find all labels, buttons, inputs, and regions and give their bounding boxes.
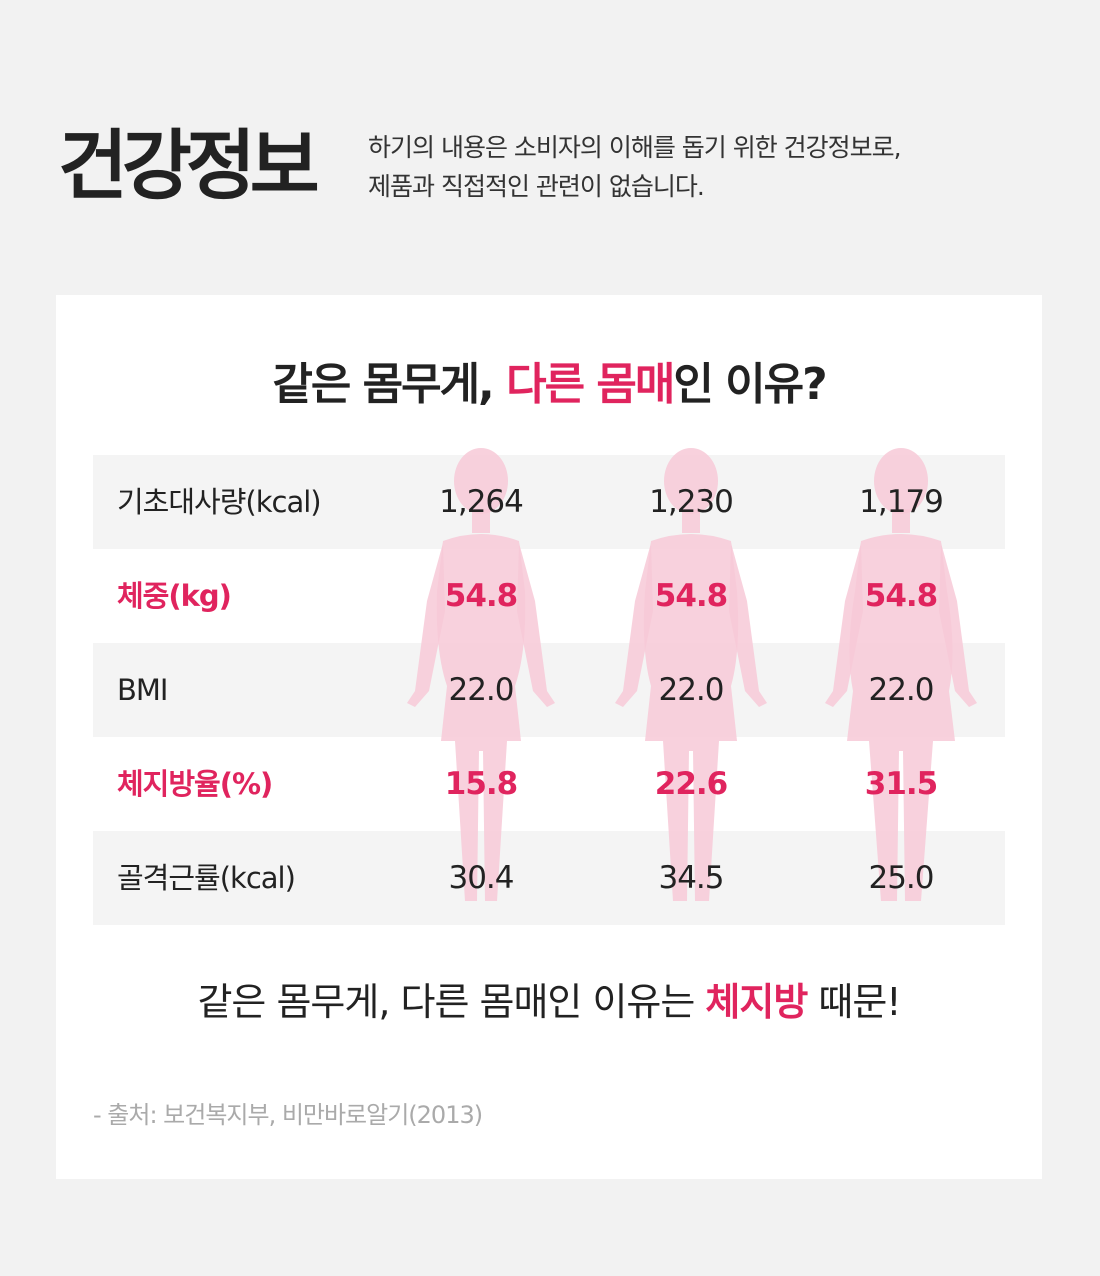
table-row-weight: 체중(kg) 54.8 54.8 54.8 bbox=[93, 549, 1005, 643]
source-citation: - 출처: 보건복지부, 비만바로알기(2013) bbox=[93, 1101, 483, 1129]
row-label: 골격근률(kcal) bbox=[117, 861, 296, 895]
body-silhouette-1-icon bbox=[407, 448, 555, 901]
row-value: 34.5 bbox=[658, 860, 724, 896]
row-value: 30.4 bbox=[448, 860, 514, 896]
table-row-body-fat: 체지방율(%) 15.8 22.6 31.5 bbox=[93, 737, 1005, 831]
row-value: 22.0 bbox=[448, 672, 514, 708]
row-label: 체중(kg) bbox=[117, 579, 232, 613]
disclaimer-text: 하기의 내용은 소비자의 이해를 돕기 위한 건강정보로, 제품과 직접적인 관… bbox=[368, 128, 1038, 206]
table-row-bmr: 기초대사량(kcal) 1,264 1,230 1,179 bbox=[93, 455, 1005, 549]
row-label: BMI bbox=[117, 673, 168, 707]
page-header: 건강정보 하기의 내용은 소비자의 이해를 돕기 위한 건강정보로, 제품과 직… bbox=[58, 118, 1058, 228]
row-value: 54.8 bbox=[654, 578, 729, 614]
row-label: 체지방율(%) bbox=[117, 767, 273, 801]
row-label: 기초대사량(kcal) bbox=[117, 485, 322, 519]
disclaimer-line-1: 하기의 내용은 소비자의 이해를 돕기 위한 건강정보로, bbox=[368, 133, 902, 162]
headline-text-1: 같은 몸무게, bbox=[272, 359, 507, 410]
conclusion-highlight: 체지방 bbox=[705, 980, 808, 1024]
conclusion-part-2: 때문! bbox=[807, 980, 901, 1024]
table-row-bmi: BMI 22.0 22.0 22.0 bbox=[93, 643, 1005, 737]
body-silhouette-3-icon bbox=[825, 448, 977, 901]
row-value: 22.0 bbox=[658, 672, 724, 708]
card-headline: 같은 몸무게, 다른 몸매인 이유? bbox=[56, 358, 1042, 412]
row-value: 25.0 bbox=[868, 860, 934, 896]
conclusion-text: 같은 몸무게, 다른 몸매인 이유는 체지방 때문! bbox=[56, 977, 1042, 1027]
row-value: 1,230 bbox=[649, 484, 734, 520]
headline-text-2: 인 이유? bbox=[673, 359, 827, 410]
row-value: 31.5 bbox=[864, 766, 939, 802]
headline-highlight: 다른 몸매 bbox=[506, 359, 675, 410]
disclaimer-line-2: 제품과 직접적인 관련이 없습니다. bbox=[368, 172, 705, 201]
row-value: 22.6 bbox=[654, 766, 729, 802]
row-value: 54.8 bbox=[864, 578, 939, 614]
row-value: 1,264 bbox=[439, 484, 524, 520]
table-row-muscle: 골격근률(kcal) 30.4 34.5 25.0 bbox=[93, 831, 1005, 925]
row-value: 22.0 bbox=[868, 672, 934, 708]
row-value: 1,179 bbox=[859, 484, 944, 520]
body-silhouette-2-icon bbox=[615, 448, 767, 901]
comparison-table: 기초대사량(kcal) 1,264 1,230 1,179 체중(kg) 54.… bbox=[93, 448, 1005, 927]
page-title: 건강정보 bbox=[58, 121, 320, 210]
conclusion-part-1: 같은 몸무게, 다른 몸매인 이유는 bbox=[197, 980, 706, 1024]
info-card: 같은 몸무게, 다른 몸매인 이유? 기초대사량(kcal) 1,264 1,2… bbox=[56, 295, 1042, 1179]
row-value: 54.8 bbox=[444, 578, 519, 614]
row-value: 15.8 bbox=[444, 766, 519, 802]
